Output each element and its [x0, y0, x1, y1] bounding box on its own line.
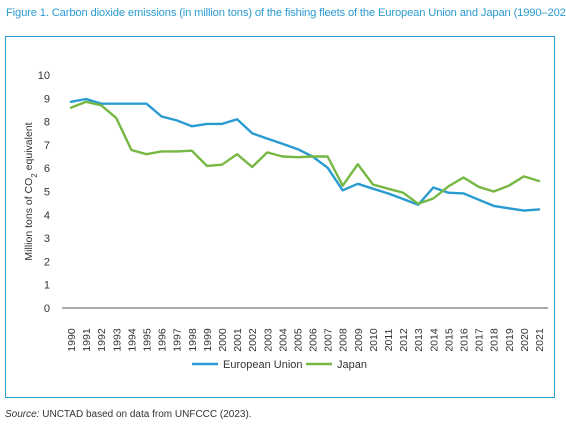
x-tick-label: 1992 — [96, 328, 108, 352]
y-tick-label: 7 — [44, 140, 50, 152]
x-tick-label: 1998 — [187, 328, 199, 352]
figure-title: Figure 1. Carbon dioxide emissions (in m… — [6, 7, 566, 19]
x-tick-label: 2013 — [413, 328, 425, 352]
source-label: Source: — [5, 409, 40, 420]
x-tick-label: 2020 — [519, 328, 531, 352]
y-tick-label: 10 — [38, 70, 50, 82]
y-axis-label: Million tons of CO2 equivalent — [23, 122, 39, 260]
x-tick-label: 2008 — [338, 328, 350, 352]
x-tick-label: 2010 — [368, 328, 380, 352]
x-tick-label: 1991 — [81, 328, 93, 352]
x-tick-label: 1993 — [111, 328, 123, 352]
x-tick-label: 1995 — [141, 328, 153, 352]
y-tick-label: 2 — [44, 256, 50, 268]
x-tick-label: 2007 — [323, 328, 335, 352]
y-tick-label: 4 — [44, 210, 50, 222]
x-tick-label: 2016 — [459, 328, 471, 352]
x-tick-label: 2000 — [217, 328, 229, 352]
x-tick-label: 2011 — [383, 329, 395, 352]
legend-label-0: European Union — [223, 359, 303, 371]
x-tick-label: 2014 — [428, 328, 440, 352]
y-tick-label: 0 — [44, 303, 50, 315]
x-tick-label: 2015 — [443, 328, 455, 352]
y-tick-label: 3 — [44, 233, 50, 245]
y-tick-label: 9 — [44, 93, 50, 105]
y-tick-label: 6 — [44, 163, 50, 175]
x-tick-label: 1996 — [157, 328, 169, 352]
x-tick-label: 2002 — [247, 328, 259, 352]
x-tick-label: 1999 — [202, 328, 214, 352]
x-tick-label: 2001 — [232, 328, 244, 352]
x-tick-label: 2018 — [489, 328, 501, 352]
x-tick-label: 1994 — [126, 328, 138, 352]
line-chart: 0 1 2 3 4 5 6 7 8 9 10 1990 1991 1992 1993 1994 1995 1996… — [23, 70, 548, 371]
y-tick-label: 5 — [44, 187, 50, 199]
series-line-1 — [69, 100, 541, 206]
legend-label-1: Japan — [337, 359, 367, 371]
y-tick-label: 1 — [44, 280, 50, 292]
x-tick-label: 2021 — [534, 328, 546, 352]
source-text: UNCTAD based on data from UNFCCC (2023). — [39, 409, 252, 420]
y-tick-label: 8 — [44, 117, 50, 129]
chart-frame — [5, 36, 555, 398]
x-tick-label: 2005 — [292, 328, 304, 352]
x-tick-label: 2017 — [474, 328, 486, 352]
x-tick-label: 2003 — [262, 328, 274, 352]
x-tick-label: 2019 — [504, 328, 516, 352]
x-tick-label: 2006 — [308, 328, 320, 352]
x-tick-label: 2012 — [398, 328, 410, 352]
x-tick-label: 2004 — [277, 328, 289, 352]
x-tick-label: 1990 — [66, 328, 78, 352]
x-tick-label: 2009 — [353, 328, 365, 352]
series-line-0 — [69, 97, 541, 212]
x-tick-label: 1997 — [172, 328, 184, 352]
source-note: Source: UNCTAD based on data from UNFCCC… — [5, 409, 252, 420]
